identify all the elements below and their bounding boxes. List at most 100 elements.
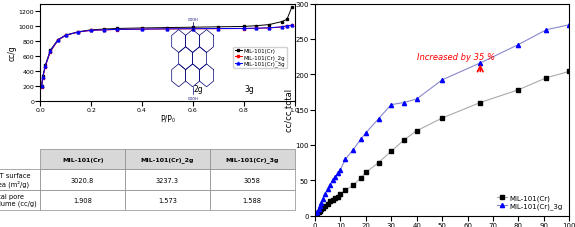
MIL-101(Cr)_3g [324, 188, 331, 190]
MIL-101(Cr) [327, 200, 334, 203]
MIL-101(Cr)_2g [189, 28, 196, 31]
MIL-101(Cr)_3g [439, 79, 446, 82]
Text: Increased by 35 %: Increased by 35 % [417, 53, 494, 62]
MIL-101(Cr)_3g [332, 176, 339, 178]
Line: MIL-101(Cr)_3g: MIL-101(Cr)_3g [40, 25, 293, 89]
MIL-101(Cr) [289, 6, 296, 9]
MIL-101(Cr) [332, 197, 339, 199]
MIL-101(Cr)_3g [388, 104, 394, 106]
MIL-101(Cr)_2g [278, 27, 285, 29]
MIL-101(Cr) [321, 205, 328, 207]
MIL-101(Cr) [240, 26, 247, 29]
MIL-101(Cr)_3g [319, 198, 326, 201]
MIL-101(Cr)_3g [350, 149, 356, 152]
MIL-101(Cr) [313, 214, 320, 216]
MIL-101(Cr)_3g [314, 211, 321, 213]
MIL-101(Cr)_2g [215, 28, 222, 31]
MIL-101(Cr) [278, 21, 285, 24]
MIL-101(Cr)_3g [87, 30, 94, 32]
MIL-101(Cr)_2g [42, 66, 49, 69]
MIL-101(Cr)_3g [253, 28, 260, 30]
MIL-101(Cr)_3g [337, 168, 344, 171]
Legend: MIL-101(Cr), MIL-101(Cr)_2g, MIL-101(Cr)_3g: MIL-101(Cr), MIL-101(Cr)_2g, MIL-101(Cr)… [233, 47, 287, 69]
MIL-101(Cr) [400, 139, 407, 142]
MIL-101(Cr)_3g [315, 208, 322, 211]
MIL-101(Cr) [55, 39, 62, 42]
MIL-101(Cr)_3g [39, 76, 46, 79]
MIL-101(Cr) [388, 150, 394, 153]
MIL-101(Cr)_3g [317, 205, 324, 208]
MIL-101(Cr) [139, 27, 145, 30]
MIL-101(Cr) [375, 162, 382, 164]
MIL-101(Cr)_3g [75, 31, 82, 34]
MIL-101(Cr) [39, 76, 46, 78]
MIL-101(Cr) [439, 117, 446, 120]
MIL-101(Cr)_3g [566, 24, 573, 27]
MIL-101(Cr)_3g [38, 86, 45, 89]
MIL-101(Cr)_3g [215, 28, 222, 31]
X-axis label: P/P₀: P/P₀ [160, 114, 175, 123]
MIL-101(Cr) [42, 64, 49, 67]
Text: COOH: COOH [187, 17, 198, 22]
MIL-101(Cr)_3g [266, 27, 273, 30]
Text: 3g: 3g [244, 85, 254, 94]
MIL-101(Cr)_3g [400, 102, 407, 104]
Y-axis label: cc/g: cc/g [8, 45, 17, 61]
MIL-101(Cr)_2g [39, 77, 46, 80]
MIL-101(Cr)_2g [289, 25, 296, 27]
MIL-101(Cr)_3g [477, 62, 484, 65]
MIL-101(Cr) [75, 31, 82, 34]
MIL-101(Cr) [62, 35, 69, 37]
MIL-101(Cr)_2g [47, 51, 54, 54]
MIL-101(Cr)_3g [321, 192, 328, 195]
MIL-101(Cr) [253, 25, 260, 28]
MIL-101(Cr)_3g [283, 25, 290, 28]
MIL-101(Cr) [319, 207, 326, 209]
MIL-101(Cr)_3g [329, 179, 336, 182]
MIL-101(Cr)_3g [42, 65, 49, 68]
MIL-101(Cr) [113, 28, 120, 31]
MIL-101(Cr)_2g [75, 32, 82, 34]
MIL-101(Cr)_3g [375, 118, 382, 121]
MIL-101(Cr) [318, 208, 325, 211]
MIL-101(Cr)_3g [515, 44, 522, 47]
MIL-101(Cr)_3g [357, 138, 364, 141]
MIL-101(Cr) [38, 85, 45, 88]
MIL-101(Cr)_3g [55, 39, 62, 42]
MIL-101(Cr)_2g [87, 30, 94, 33]
Line: MIL-101(Cr)_3g: MIL-101(Cr)_3g [314, 24, 572, 216]
MIL-101(Cr) [477, 102, 484, 104]
MIL-101(Cr) [189, 27, 196, 30]
MIL-101(Cr)_3g [289, 25, 296, 27]
MIL-101(Cr)_2g [113, 29, 120, 32]
MIL-101(Cr) [350, 184, 356, 187]
MIL-101(Cr)_2g [240, 28, 247, 31]
MIL-101(Cr)_3g [139, 29, 145, 31]
MIL-101(Cr)_2g [55, 40, 62, 42]
Line: MIL-101(Cr)_2g: MIL-101(Cr)_2g [40, 25, 293, 89]
MIL-101(Cr) [317, 209, 324, 212]
MIL-101(Cr) [315, 211, 322, 213]
MIL-101(Cr) [335, 195, 342, 198]
MIL-101(Cr)_3g [189, 28, 196, 31]
MIL-101(Cr) [314, 212, 321, 215]
MIL-101(Cr)_3g [362, 132, 369, 135]
MIL-101(Cr) [283, 19, 290, 22]
MIL-101(Cr)_2g [101, 30, 108, 32]
MIL-101(Cr) [566, 71, 573, 74]
MIL-101(Cr) [101, 29, 108, 31]
MIL-101(Cr)_2g [139, 29, 145, 32]
Legend: MIL-101(Cr), MIL-101(Cr)_3g: MIL-101(Cr), MIL-101(Cr)_3g [494, 191, 566, 212]
MIL-101(Cr) [337, 193, 344, 196]
Text: 2g: 2g [193, 85, 203, 94]
MIL-101(Cr)_3g [543, 29, 550, 32]
MIL-101(Cr) [215, 26, 222, 29]
MIL-101(Cr)_3g [313, 213, 320, 216]
MIL-101(Cr)_3g [318, 202, 325, 204]
MIL-101(Cr)_2g [283, 25, 290, 28]
Line: MIL-101(Cr): MIL-101(Cr) [314, 70, 572, 217]
MIL-101(Cr) [87, 29, 94, 32]
MIL-101(Cr) [515, 89, 522, 92]
MIL-101(Cr)_2g [266, 27, 273, 30]
MIL-101(Cr)_3g [164, 28, 171, 31]
